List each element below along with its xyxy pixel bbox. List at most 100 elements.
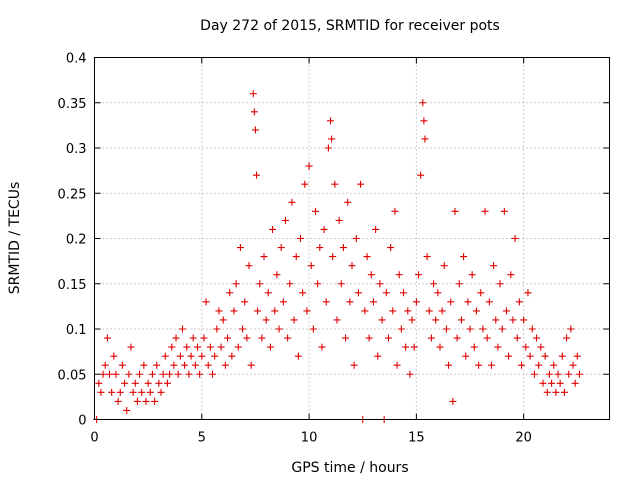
data-point (309, 325, 317, 333)
data-point (166, 370, 174, 378)
data-point (541, 352, 549, 360)
data-point (290, 316, 298, 324)
y-tick-label: 0.15 (58, 278, 87, 293)
data-point (440, 262, 448, 270)
data-point (346, 298, 354, 306)
data-point (204, 361, 212, 369)
data-point (397, 325, 405, 333)
data-point (247, 361, 255, 369)
data-point (297, 235, 304, 242)
data-point (301, 180, 309, 188)
data-point (354, 289, 362, 297)
data-point (361, 307, 369, 315)
data-point (271, 307, 279, 315)
data-point (178, 325, 186, 333)
data-point (483, 334, 491, 342)
data-point (206, 343, 214, 351)
data-point (481, 207, 489, 215)
data-point (254, 307, 262, 315)
data-point (539, 379, 547, 387)
data-point (427, 334, 435, 342)
data-point (99, 370, 107, 378)
data-point (479, 325, 487, 333)
data-point (369, 298, 377, 306)
data-point (393, 361, 401, 369)
data-point (264, 289, 272, 297)
data-point (251, 126, 259, 134)
x-tick-label: 15 (408, 431, 425, 446)
data-point (217, 343, 225, 351)
data-point (281, 216, 289, 224)
data-point (232, 280, 240, 288)
x-tick-label: 10 (301, 431, 318, 446)
data-point (239, 325, 247, 333)
data-point (404, 307, 412, 315)
data-point (318, 343, 326, 351)
data-points (93, 90, 583, 423)
data-point (155, 379, 163, 387)
data-point (138, 388, 146, 396)
data-point (269, 225, 277, 233)
data-point (537, 343, 545, 351)
data-point (101, 361, 109, 369)
data-point (125, 370, 133, 378)
data-point (258, 334, 266, 342)
data-point (299, 289, 307, 297)
data-point (535, 361, 543, 369)
data-point (442, 325, 450, 333)
x-tick-label: 0 (90, 431, 98, 446)
data-point (328, 135, 336, 143)
data-point (121, 379, 129, 387)
data-point (573, 352, 581, 360)
data-point (157, 388, 165, 396)
data-point (494, 343, 502, 351)
data-point (391, 207, 399, 215)
data-point (153, 361, 161, 369)
data-point (524, 289, 532, 297)
data-point (187, 352, 195, 360)
data-point (372, 225, 380, 233)
data-point (181, 361, 189, 369)
data-point (472, 307, 480, 315)
data-point (103, 334, 111, 342)
y-tick-label: 0.25 (58, 187, 87, 202)
data-point (185, 370, 193, 378)
data-point (548, 379, 556, 387)
data-point (545, 370, 553, 378)
data-point (438, 307, 446, 315)
data-point (114, 397, 122, 405)
data-point (408, 316, 416, 324)
data-point (292, 253, 300, 261)
data-point (457, 316, 465, 324)
data-point (327, 117, 335, 125)
data-point (129, 388, 137, 396)
data-point (305, 162, 313, 170)
data-point (526, 352, 534, 360)
data-point (331, 180, 339, 188)
data-point (275, 325, 283, 333)
data-point (161, 352, 169, 360)
data-point (189, 334, 197, 342)
data-point (363, 253, 371, 261)
data-point (219, 316, 227, 324)
data-point (202, 298, 210, 306)
y-tick-label: 0.1 (66, 323, 87, 338)
data-point (339, 244, 347, 252)
data-point (183, 343, 191, 351)
data-point (140, 361, 148, 369)
data-point (500, 207, 508, 215)
data-point (213, 325, 221, 333)
data-point (316, 244, 324, 252)
data-point (191, 361, 199, 369)
data-point (530, 370, 538, 378)
chart-title: Day 272 of 2015, SRMTID for receiver pot… (200, 18, 500, 34)
data-point (417, 171, 425, 179)
data-point (511, 235, 519, 242)
data-point (151, 397, 159, 405)
data-point (475, 361, 483, 369)
data-point (430, 280, 438, 288)
data-point (116, 388, 124, 396)
data-point (350, 361, 358, 369)
data-point (509, 316, 517, 324)
data-point (515, 298, 523, 306)
